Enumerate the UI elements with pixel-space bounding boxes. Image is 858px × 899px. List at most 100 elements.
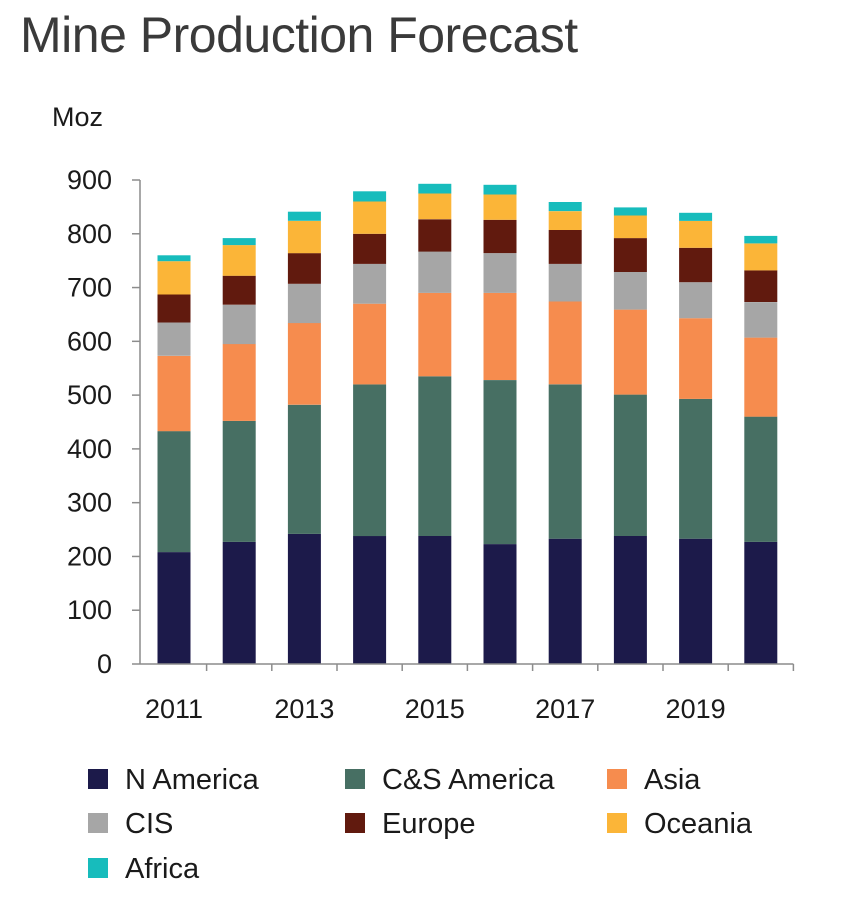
legend-swatch-cis [88,813,108,833]
bar-europe-2018 [613,238,647,272]
bar-n-america-2020 [744,541,778,664]
bar-oceania-2019 [679,220,713,248]
bars-group [157,183,778,664]
x-tick-label-2015: 2015 [405,694,465,724]
bar-oceania-2016 [483,194,517,220]
bar-africa-2012 [222,238,256,246]
bar-n-america-2011 [157,552,191,664]
legend-label-cands-america: C&S America [382,764,555,796]
bar-asia-2016 [483,292,517,380]
bar-cands-america-2019 [679,398,713,539]
legend-swatch-africa [88,858,108,878]
bar-asia-2018 [613,309,647,395]
bar-cis-2012 [222,304,256,345]
bar-asia-2019 [679,318,713,399]
bar-oceania-2020 [744,243,778,271]
bar-n-america-2014 [353,536,387,664]
bar-oceania-2011 [157,261,191,295]
bar-oceania-2013 [287,220,321,254]
bar-cands-america-2020 [744,416,778,542]
x-tick-label-2017: 2017 [535,694,595,724]
bar-africa-2018 [613,207,647,216]
chart-title: Mine Production Forecast [20,7,578,63]
bar-europe-2020 [744,270,778,302]
legend-swatch-cands-america [345,769,365,789]
bar-cands-america-2014 [353,384,387,537]
bar-oceania-2018 [613,215,647,239]
y-tick-label-900: 900 [67,165,112,195]
bar-asia-2020 [744,337,778,417]
legend-swatch-n-america [88,769,108,789]
y-axis-label: Moz [52,102,103,132]
bar-cis-2011 [157,322,191,356]
legend: N America C&S America Asia CIS Europe Oceania… [88,764,753,885]
legend-label-oceania: Oceania [644,808,753,840]
bar-asia-2011 [157,355,191,432]
bar-africa-2014 [353,191,387,202]
bar-europe-2016 [483,219,517,254]
bar-europe-2011 [157,294,191,323]
y-tick-label-800: 800 [67,219,112,249]
y-tick-label-400: 400 [67,434,112,464]
bar-cands-america-2011 [157,431,191,553]
y-tick-label-600: 600 [67,326,112,356]
legend-label-asia: Asia [644,764,701,796]
bar-europe-2013 [287,253,321,284]
bar-oceania-2017 [548,211,582,230]
bar-cis-2020 [744,302,778,338]
legend-label-n-america: N America [125,764,260,796]
bar-africa-2015 [418,183,452,194]
bar-cis-2016 [483,253,517,293]
bar-africa-2017 [548,202,582,212]
legend-label-europe: Europe [382,808,476,840]
y-tick-label-700: 700 [67,273,112,303]
bar-oceania-2014 [353,201,387,234]
bar-africa-2020 [744,235,778,244]
bar-cis-2019 [679,282,713,319]
bar-asia-2017 [548,301,582,385]
bar-asia-2014 [353,303,387,385]
bar-europe-2015 [418,219,452,252]
bar-europe-2012 [222,275,256,305]
bar-cands-america-2018 [613,394,647,536]
y-tick-label-100: 100 [67,595,112,625]
bar-n-america-2016 [483,544,517,664]
bar-cands-america-2012 [222,420,256,542]
y-tick-label-500: 500 [67,380,112,410]
bar-cis-2013 [287,283,321,324]
bar-africa-2019 [679,212,713,221]
bar-europe-2014 [353,233,387,264]
bar-cis-2014 [353,263,387,304]
bar-oceania-2012 [222,245,256,276]
bar-africa-2013 [287,211,321,221]
y-tick-label-200: 200 [67,541,112,571]
bar-asia-2013 [287,323,321,405]
x-tick-label-2013: 2013 [274,694,334,724]
bar-n-america-2012 [222,541,256,664]
bar-n-america-2019 [679,538,713,664]
y-tick-label-300: 300 [67,488,112,518]
bar-asia-2015 [418,292,452,377]
bar-n-america-2015 [418,536,452,664]
bar-n-america-2018 [613,536,647,664]
bar-cands-america-2017 [548,384,582,539]
bar-europe-2019 [679,247,713,283]
legend-label-cis: CIS [125,808,173,840]
bar-cis-2018 [613,272,647,310]
legend-label-africa: Africa [125,853,200,885]
x-tick-label-2019: 2019 [666,694,726,724]
legend-swatch-europe [345,813,365,833]
legend-swatch-oceania [607,813,627,833]
bar-cis-2015 [418,251,452,293]
x-tick-label-2011: 2011 [145,694,203,724]
y-tick-label-0: 0 [97,649,112,679]
bar-n-america-2017 [548,538,582,664]
axes-group: 0 100 200 300 400 500 600 700 800 900 2011 2013 2015… [67,165,795,724]
legend-swatch-asia [607,769,627,789]
bar-asia-2012 [222,344,256,421]
bar-africa-2016 [483,184,517,195]
bar-n-america-2013 [287,533,321,664]
bar-cands-america-2016 [483,380,517,545]
bar-oceania-2015 [418,193,452,220]
